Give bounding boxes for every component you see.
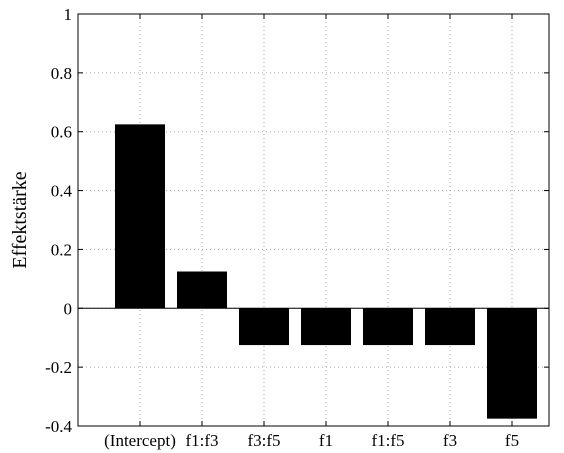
bar [363, 308, 413, 346]
x-tick-label: f3:f5 [247, 431, 280, 450]
plot-frame [77, 13, 550, 427]
y-tick-label: 0.6 [51, 123, 72, 142]
y-tick-label: -0.2 [45, 358, 72, 377]
y-tick-labels: -0.4 -0.2 0 0.2 0.4 0.6 0.8 1 [45, 5, 72, 436]
y-axis-label: Effektstärke [9, 171, 31, 268]
x-tick-label: f3 [443, 431, 457, 450]
y-tick-label: 0.2 [51, 240, 72, 259]
bar [115, 124, 165, 309]
bars [115, 124, 537, 419]
y-tick-label: 0 [64, 299, 73, 318]
tick-marks [78, 13, 549, 427]
x-tick-labels: (Intercept) f1:f3 f3:f5 f1 f1:f5 f3 f5 [104, 431, 519, 450]
y-tick-label: 0.4 [51, 182, 73, 201]
bar [301, 308, 351, 346]
x-tick-label: f5 [505, 431, 519, 450]
bar [425, 308, 475, 346]
y-tick-label: 0.8 [51, 64, 72, 83]
bar [239, 308, 289, 346]
x-tick-label: f1:f3 [185, 431, 218, 450]
bar [487, 308, 537, 419]
x-tick-label: (Intercept) [104, 431, 176, 450]
x-tick-label: f1:f5 [371, 431, 404, 450]
x-tick-label: f1 [319, 431, 333, 450]
y-tick-label: -0.4 [45, 417, 72, 436]
y-tick-label: 1 [64, 5, 73, 24]
bar [177, 271, 227, 309]
